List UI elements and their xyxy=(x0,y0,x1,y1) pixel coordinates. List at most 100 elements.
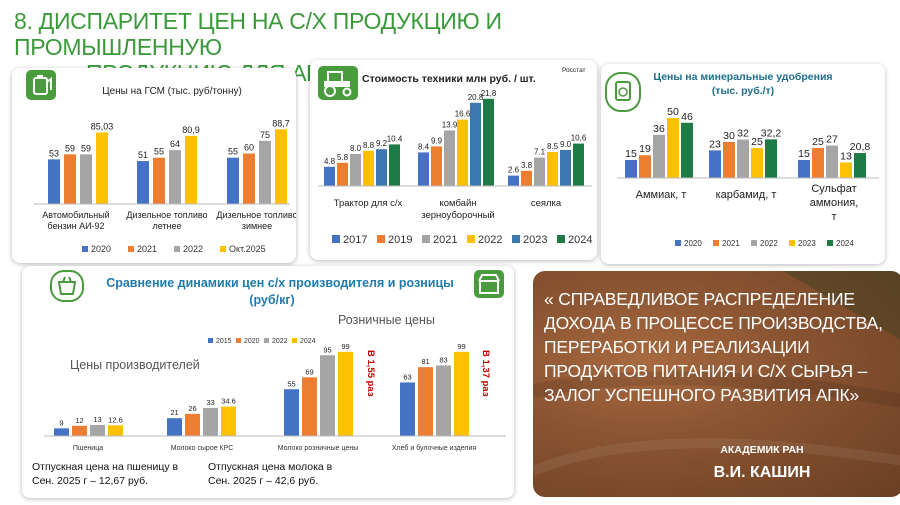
fuel-category-label: Дизельное топливо xyxy=(216,210,296,220)
fertilizer-category-label: карбамид, т xyxy=(716,189,777,201)
fuel-bar xyxy=(96,132,108,204)
fuel-data-label: 80,9 xyxy=(182,125,200,135)
retail-category-label: Молоко розничные цены xyxy=(278,445,358,452)
machinery-bar xyxy=(324,166,335,186)
retail-data-label: 13 xyxy=(93,415,101,424)
machinery-legend-swatch xyxy=(332,235,340,243)
fertilizer-data-label: 32,2 xyxy=(761,127,782,139)
retail-category-label: Пшеница xyxy=(73,445,103,452)
machinery-data-label: 8.5 xyxy=(547,142,559,151)
store-basket-icon xyxy=(50,270,84,302)
fertilizer-bar xyxy=(625,160,637,178)
fuel-bar xyxy=(243,153,255,204)
machinery-data-label: 9.2 xyxy=(376,139,388,148)
field-texture xyxy=(533,271,900,476)
fuel-category-label: бензин АИ-92 xyxy=(47,221,104,231)
retail-legend-label: 2015 xyxy=(216,338,232,345)
fertilizer-chart-title-line-2: (тыс. руб./т) xyxy=(712,85,774,97)
machinery-legend-label: 2019 xyxy=(388,234,412,246)
machinery-data-label: 3.8 xyxy=(521,161,533,170)
fuel-bar xyxy=(275,129,287,204)
fuel-data-label: 51 xyxy=(138,150,148,160)
machinery-legend-swatch xyxy=(557,235,565,243)
machinery-chart-title: Стоимость техники млн руб. / шт. xyxy=(362,73,536,85)
retail-bar xyxy=(221,406,236,436)
retail-data-label: 33 xyxy=(206,398,214,407)
fuel-bar xyxy=(185,135,197,204)
machinery-legend-swatch xyxy=(377,235,385,243)
fertilizer-legend-swatch xyxy=(789,240,795,246)
retail-data-label: 34.6 xyxy=(221,397,236,406)
retail-legend-swatch xyxy=(208,338,213,343)
fertilizer-bag-icon xyxy=(605,72,641,112)
retail-data-label: 63 xyxy=(403,372,411,381)
fuel-data-label: 59 xyxy=(81,143,91,153)
machinery-bar xyxy=(521,170,532,186)
fertilizer-prices-chart: Цены на минеральные удобрения (тыс. руб./… xyxy=(617,71,879,248)
retail-category-label: Хлеб и булочные изделия xyxy=(392,444,477,452)
milk-note-line-2: Сен. 2025 г – 42,6 руб. xyxy=(208,475,319,487)
fertilizer-data-label: 23 xyxy=(709,138,721,150)
fertilizer-legend-swatch xyxy=(713,240,719,246)
machinery-legend-label: 2022 xyxy=(478,234,502,246)
retail-data-label: 21 xyxy=(170,408,178,417)
retail-bar xyxy=(436,365,451,436)
retail-vs-producer-card: Сравнение динамики цен с/х производителя… xyxy=(22,266,514,498)
fuel-bar xyxy=(169,150,181,204)
machinery-data-label: 8.8 xyxy=(363,141,375,150)
machinery-bar xyxy=(508,175,519,186)
machinery-data-label: 2.6 xyxy=(508,166,520,175)
fertilizer-data-label: 19 xyxy=(639,143,651,155)
fuel-chart-title: Цены на ГСМ (тыс. руб/тонну) xyxy=(102,85,242,97)
machinery-bar xyxy=(418,152,429,186)
machinery-data-label: 5.8 xyxy=(337,153,349,162)
machinery-data-label: 8.4 xyxy=(418,142,430,151)
retail-bar xyxy=(108,425,123,436)
machinery-data-label: 21,8 xyxy=(481,89,497,98)
fuel-legend-swatch xyxy=(82,246,88,252)
fertilizer-bar xyxy=(639,155,651,178)
milk-price-note: Отпускная цена молока в Сен. 2025 г – 42… xyxy=(208,460,332,488)
fertilizer-bar xyxy=(667,118,679,178)
machinery-data-label: 9.0 xyxy=(560,140,572,149)
quote-author-name: В.И. КАШИН xyxy=(713,464,811,481)
machinery-bar xyxy=(376,149,387,186)
machinery-legend-swatch xyxy=(422,235,430,243)
machinery-bar xyxy=(431,146,442,186)
producer-prices-label: Цены производителей xyxy=(70,358,200,372)
fertilizer-bar xyxy=(765,139,777,178)
retail-data-label: 99 xyxy=(341,342,349,351)
retail-legend-swatch xyxy=(236,338,241,343)
fertilizer-data-label: 20,8 xyxy=(850,141,871,153)
wheat-price-note: Отпускная цена на пшеницу в Сен. 2025 г … xyxy=(32,460,178,488)
retail-data-label: 26 xyxy=(188,404,196,413)
fuel-data-label: 88,7 xyxy=(272,118,290,128)
retail-legend-label: 2024 xyxy=(300,338,316,345)
machinery-bar xyxy=(363,150,374,186)
machinery-bar xyxy=(350,154,361,186)
machinery-legend-label: 2023 xyxy=(523,234,547,246)
retail-bar xyxy=(90,424,105,436)
title-line-1: 8. ДИСПАРИТЕТ ЦЕН НА С/Х ПРОДУКЦИЮ И ПРО… xyxy=(14,8,502,60)
fertilizer-bar xyxy=(798,160,810,178)
machinery-bar xyxy=(389,144,400,186)
retail-bar xyxy=(320,355,335,436)
retail-bar xyxy=(284,389,299,436)
fertilizer-data-label: 27 xyxy=(826,134,838,146)
machinery-legend-swatch xyxy=(512,235,520,243)
machinery-category-label: сеялка xyxy=(531,198,562,209)
fuel-prices-card: Цены на ГСМ (тыс. руб/тонну) 53 59 59 85,03 5… xyxy=(12,68,296,263)
fertilizer-data-label: 15 xyxy=(625,148,637,160)
retail-data-label: 9 xyxy=(59,418,63,427)
retail-bar xyxy=(72,425,87,436)
fertilizer-legend-swatch xyxy=(675,240,681,246)
fuel-bar xyxy=(48,159,60,204)
machinery-bar xyxy=(534,157,545,186)
retail-data-label: 99 xyxy=(457,342,465,351)
retail-bar xyxy=(400,382,415,436)
machinery-bar xyxy=(444,130,455,186)
fertilizer-legend-swatch xyxy=(751,240,757,246)
machinery-bar xyxy=(457,119,468,186)
fertilizer-data-label: 30 xyxy=(723,130,735,142)
fuel-data-label: 60 xyxy=(244,142,254,152)
